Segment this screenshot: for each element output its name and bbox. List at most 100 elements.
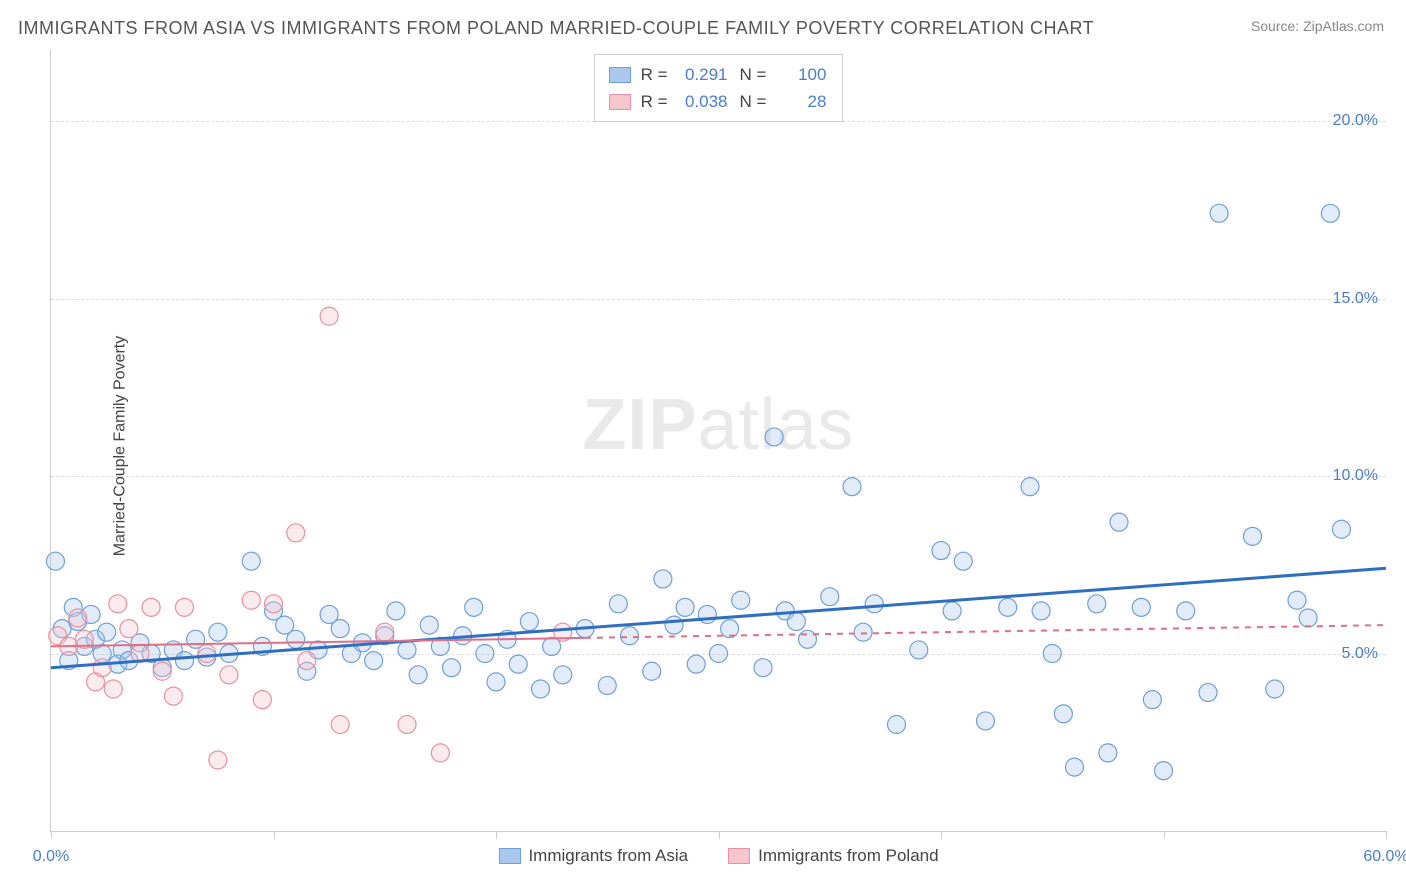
swatch-asia — [609, 67, 631, 83]
legend-r-label: R = — [641, 88, 668, 115]
x-tick — [1386, 831, 1387, 839]
data-point — [1288, 591, 1306, 609]
data-point — [932, 542, 950, 560]
data-point — [298, 652, 316, 670]
data-point — [1266, 680, 1284, 698]
data-point — [220, 666, 238, 684]
data-point — [676, 598, 694, 616]
data-point — [1177, 602, 1195, 620]
data-point — [1088, 595, 1106, 613]
data-point — [1244, 527, 1262, 545]
data-point — [1210, 204, 1228, 222]
data-point — [93, 659, 111, 677]
data-point — [320, 307, 338, 325]
data-point — [1333, 520, 1351, 538]
legend-n-label: N = — [740, 88, 767, 115]
data-point — [821, 588, 839, 606]
x-tick-label: 0.0% — [33, 848, 69, 866]
legend-label-poland: Immigrants from Poland — [758, 846, 938, 866]
data-point — [409, 666, 427, 684]
data-point — [287, 524, 305, 542]
swatch-asia-icon — [498, 848, 520, 864]
data-point — [787, 613, 805, 631]
legend-n-label: N = — [740, 61, 767, 88]
data-point — [854, 623, 872, 641]
data-point — [109, 595, 127, 613]
data-point — [609, 595, 627, 613]
data-point — [265, 595, 283, 613]
data-point — [1099, 744, 1117, 762]
legend-n-asia: 100 — [776, 61, 828, 88]
data-point — [69, 609, 87, 627]
trend-line — [585, 625, 1386, 638]
data-point — [331, 716, 349, 734]
source-label: Source: ZipAtlas.com — [1251, 18, 1384, 34]
data-point — [164, 687, 182, 705]
data-point — [287, 630, 305, 648]
chart-title: IMMIGRANTS FROM ASIA VS IMMIGRANTS FROM … — [18, 18, 1094, 39]
data-point — [732, 591, 750, 609]
data-point — [476, 645, 494, 663]
data-point — [532, 680, 550, 698]
legend-row-poland: R = 0.038 N = 28 — [609, 88, 829, 115]
data-point — [331, 620, 349, 638]
data-point — [1043, 645, 1061, 663]
data-point — [1299, 609, 1317, 627]
scatter-svg — [51, 50, 1386, 831]
data-point — [365, 652, 383, 670]
correlation-legend: R = 0.291 N = 100 R = 0.038 N = 28 — [594, 54, 844, 122]
data-point — [865, 595, 883, 613]
data-point — [621, 627, 639, 645]
data-point — [198, 645, 216, 663]
data-point — [643, 662, 661, 680]
data-point — [943, 602, 961, 620]
swatch-poland — [609, 94, 631, 110]
data-point — [242, 552, 260, 570]
data-point — [176, 652, 194, 670]
data-point — [253, 691, 271, 709]
x-tick — [719, 831, 720, 839]
data-point — [598, 676, 616, 694]
legend-n-poland: 28 — [776, 88, 828, 115]
data-point — [387, 602, 405, 620]
data-point — [242, 591, 260, 609]
data-point — [1054, 705, 1072, 723]
data-point — [443, 659, 461, 677]
data-point — [520, 613, 538, 631]
legend-item-poland: Immigrants from Poland — [728, 846, 938, 866]
x-tick — [941, 831, 942, 839]
data-point — [420, 616, 438, 634]
data-point — [1321, 204, 1339, 222]
data-point — [843, 478, 861, 496]
data-point — [209, 623, 227, 641]
legend-r-label: R = — [641, 61, 668, 88]
x-tick — [496, 831, 497, 839]
data-point — [142, 598, 160, 616]
x-tick — [51, 831, 52, 839]
data-point — [554, 666, 572, 684]
data-point — [910, 641, 928, 659]
data-point — [376, 623, 394, 641]
data-point — [176, 598, 194, 616]
data-point — [665, 616, 683, 634]
data-point — [765, 428, 783, 446]
data-point — [954, 552, 972, 570]
data-point — [465, 598, 483, 616]
x-tick — [274, 831, 275, 839]
data-point — [153, 662, 171, 680]
data-point — [799, 630, 817, 648]
data-point — [1032, 602, 1050, 620]
data-point — [1132, 598, 1150, 616]
data-point — [888, 716, 906, 734]
series-legend: Immigrants from Asia Immigrants from Pol… — [498, 846, 938, 866]
data-point — [1021, 478, 1039, 496]
data-point — [710, 645, 728, 663]
data-point — [487, 673, 505, 691]
data-point — [398, 716, 416, 734]
data-point — [687, 655, 705, 673]
plot-area: ZIPatlas 5.0%10.0%15.0%20.0% R = 0.291 N… — [50, 50, 1386, 832]
data-point — [46, 552, 64, 570]
data-point — [1110, 513, 1128, 531]
legend-label-asia: Immigrants from Asia — [528, 846, 688, 866]
data-point — [977, 712, 995, 730]
